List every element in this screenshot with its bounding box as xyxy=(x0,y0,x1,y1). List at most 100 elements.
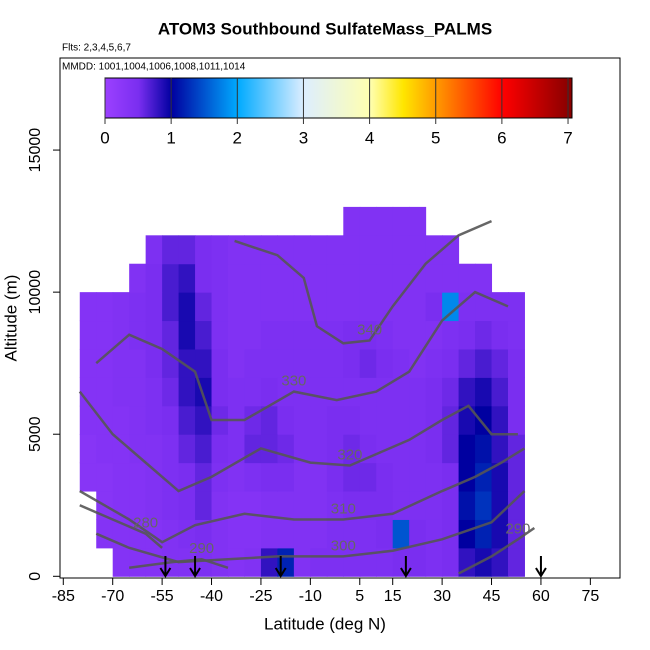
x-tick-label: 60 xyxy=(532,588,550,605)
colorbar-slice xyxy=(386,78,388,118)
heat-cell xyxy=(145,462,163,492)
marker-head xyxy=(400,567,412,578)
heat-cell xyxy=(343,519,361,549)
heat-cell xyxy=(376,348,394,378)
heat-cell xyxy=(244,377,262,407)
heat-cell xyxy=(145,377,163,407)
heat-cell xyxy=(343,292,361,322)
heat-cell xyxy=(211,292,229,322)
heat-cell xyxy=(228,491,245,520)
colorbar-slice xyxy=(116,78,118,118)
x-tick-label: -25 xyxy=(249,588,272,605)
heat-cell xyxy=(277,263,295,293)
colorbar-slice xyxy=(238,78,240,118)
heat-cell xyxy=(310,462,328,492)
heat-cell xyxy=(162,235,180,265)
colorbar-slice xyxy=(249,78,251,118)
colorbar-slice xyxy=(234,78,236,118)
colorbar-slice xyxy=(427,78,429,118)
colorbar-slice xyxy=(476,78,478,118)
colorbar-slice xyxy=(259,78,261,118)
colorbar-slice xyxy=(136,78,138,118)
colorbar-slice xyxy=(393,78,395,118)
colorbar-slice xyxy=(107,78,109,118)
colorbar-slice xyxy=(504,78,506,118)
colorbar-slice xyxy=(367,78,369,118)
colorbar-slice xyxy=(459,78,461,118)
colorbar-slice xyxy=(345,78,347,118)
heat-cell xyxy=(178,405,196,435)
heat-cell xyxy=(195,405,213,435)
heat-cell xyxy=(145,263,163,293)
heat-cell xyxy=(409,462,427,492)
colorbar-slice xyxy=(480,78,482,118)
heat-cell xyxy=(392,462,410,492)
heat-cell xyxy=(244,320,262,350)
contour-label: 320 xyxy=(337,446,362,463)
heat-cell xyxy=(162,320,180,350)
colorbar-slice xyxy=(298,78,300,118)
colorbar-slice xyxy=(158,78,160,118)
contour-label: 330 xyxy=(281,373,306,390)
colorbar-slice xyxy=(322,78,324,118)
heat-cell xyxy=(442,405,460,435)
heat-cell xyxy=(326,462,344,492)
colorbar-slice xyxy=(159,78,161,118)
colorbar-slice xyxy=(292,78,294,118)
heat-cell xyxy=(79,320,97,350)
colorbar-slice xyxy=(400,78,402,118)
contour-line xyxy=(78,390,518,493)
colorbar-tick-label: 0 xyxy=(100,128,109,147)
heat-cell xyxy=(96,434,114,464)
colorbar-slice xyxy=(151,78,153,118)
heat-cell xyxy=(228,547,245,577)
colorbar-slice xyxy=(170,78,172,118)
colorbar-slice xyxy=(469,78,471,118)
heat-cell xyxy=(195,235,213,265)
heat-cell xyxy=(129,462,147,492)
colorbar-slice xyxy=(290,78,292,118)
colorbar-slice xyxy=(197,78,199,118)
heat-cell xyxy=(475,405,493,435)
colorbar-slice xyxy=(488,78,490,118)
colorbar-slice xyxy=(516,78,518,118)
heat-cell xyxy=(228,348,245,378)
heat-cell xyxy=(343,434,361,464)
heat-cell xyxy=(442,519,460,549)
heat-cell xyxy=(458,491,476,520)
heat-cell xyxy=(293,292,311,322)
heat-cell xyxy=(211,377,229,407)
colorbar-slice xyxy=(294,78,296,118)
colorbar-slice xyxy=(148,78,150,118)
colorbar-slice xyxy=(246,78,248,118)
colorbar-slice xyxy=(338,78,340,118)
heat-cell xyxy=(409,405,427,435)
colorbar-slice xyxy=(176,78,178,118)
colorbar-slice xyxy=(302,78,304,118)
heat-cell xyxy=(277,491,295,520)
colorbar-slice xyxy=(344,78,346,118)
heat-cell xyxy=(343,491,361,520)
heat-cell xyxy=(162,377,180,407)
colorbar-slice xyxy=(563,78,565,118)
colorbar-slice xyxy=(419,78,421,118)
colorbar-slice xyxy=(385,78,387,118)
colorbar-slice xyxy=(113,78,115,118)
colorbar-slice xyxy=(498,78,500,118)
colorbar-slice xyxy=(375,78,377,118)
colorbar-slice xyxy=(509,78,511,118)
colorbar-slice xyxy=(529,78,531,118)
colorbar-slice xyxy=(177,78,179,118)
colorbar-slice xyxy=(440,78,442,118)
heat-cell xyxy=(211,491,229,520)
heat-cell xyxy=(442,434,460,464)
heat-cell xyxy=(228,263,245,293)
colorbar-slice xyxy=(354,78,356,118)
colorbar-slice xyxy=(486,78,488,118)
colorbar-slice xyxy=(245,78,247,118)
colorbar-slice xyxy=(477,78,479,118)
heat-cell xyxy=(392,491,410,520)
colorbar-slice xyxy=(389,78,391,118)
heat-cell xyxy=(260,263,278,293)
colorbar-slice xyxy=(122,78,124,118)
